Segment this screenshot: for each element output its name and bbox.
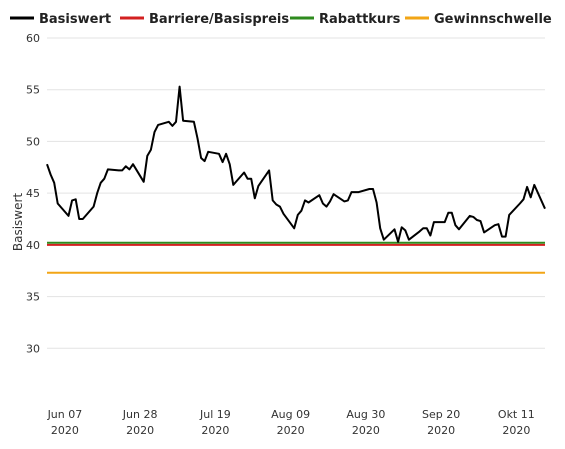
x-tick-label: Jun 07 xyxy=(47,408,83,421)
x-tick-year: 2020 xyxy=(201,424,229,437)
x-tick: Sep 20 2020 xyxy=(422,408,460,437)
legend-label: Rabattkurs xyxy=(319,12,401,27)
x-tick-year: 2020 xyxy=(427,424,455,437)
y-tick-label: 50 xyxy=(26,135,40,148)
x-tick-label: Okt 11 xyxy=(498,408,535,421)
legend-label: Basiswert xyxy=(39,12,111,27)
x-tick: Jun 07 2020 xyxy=(47,408,83,437)
x-tick-year: 2020 xyxy=(126,424,154,437)
x-tick-label: Aug 30 xyxy=(346,408,385,421)
legend: Basiswert Barriere/Basispreis Rabattkurs Ge… xyxy=(10,12,552,27)
legend-item-basiswert[interactable]: Basiswert xyxy=(10,12,111,27)
y-tick-label: 35 xyxy=(26,291,40,304)
x-tick: Jun 28 2020 xyxy=(122,408,158,437)
level-lines xyxy=(47,241,545,274)
y-tick-label: 30 xyxy=(26,342,40,355)
y-tick-label: 40 xyxy=(26,239,40,252)
x-tick-label: Jul 19 xyxy=(199,408,231,421)
legend-item-rabattkurs[interactable]: Rabattkurs xyxy=(290,12,401,27)
x-tick: Aug 30 2020 xyxy=(346,408,385,437)
x-tick-label: Sep 20 xyxy=(422,408,460,421)
y-axis: 30 35 40 45 50 55 60 xyxy=(26,32,40,355)
grid-lines xyxy=(47,37,545,349)
legend-label: Gewinnschwelle xyxy=(434,12,552,27)
y-tick-label: 60 xyxy=(26,32,40,45)
legend-item-gewinnschwelle[interactable]: Gewinnschwelle xyxy=(405,12,552,27)
x-tick-year: 2020 xyxy=(502,424,530,437)
x-tick-year: 2020 xyxy=(352,424,380,437)
legend-item-barriere-basispreis[interactable]: Barriere/Basispreis xyxy=(120,12,289,27)
x-tick: Jul 19 2020 xyxy=(199,408,231,437)
y-tick-label: 45 xyxy=(26,187,40,200)
y-tick-label: 55 xyxy=(26,84,40,97)
x-tick: Okt 11 2020 xyxy=(498,408,535,437)
x-tick-label: Aug 09 xyxy=(271,408,310,421)
x-axis: Jun 07 2020 Jun 28 2020 Jul 19 2020 Aug 09 2020… xyxy=(47,408,535,437)
x-tick-year: 2020 xyxy=(51,424,79,437)
series-line-basiswert xyxy=(46,85,546,243)
legend-label: Barriere/Basispreis xyxy=(149,12,289,27)
price-lines xyxy=(46,85,546,243)
x-tick: Aug 09 2020 xyxy=(271,408,310,437)
x-tick-year: 2020 xyxy=(277,424,305,437)
x-tick-label: Jun 28 xyxy=(122,408,158,421)
y-axis-title: Basiswert xyxy=(11,193,25,252)
